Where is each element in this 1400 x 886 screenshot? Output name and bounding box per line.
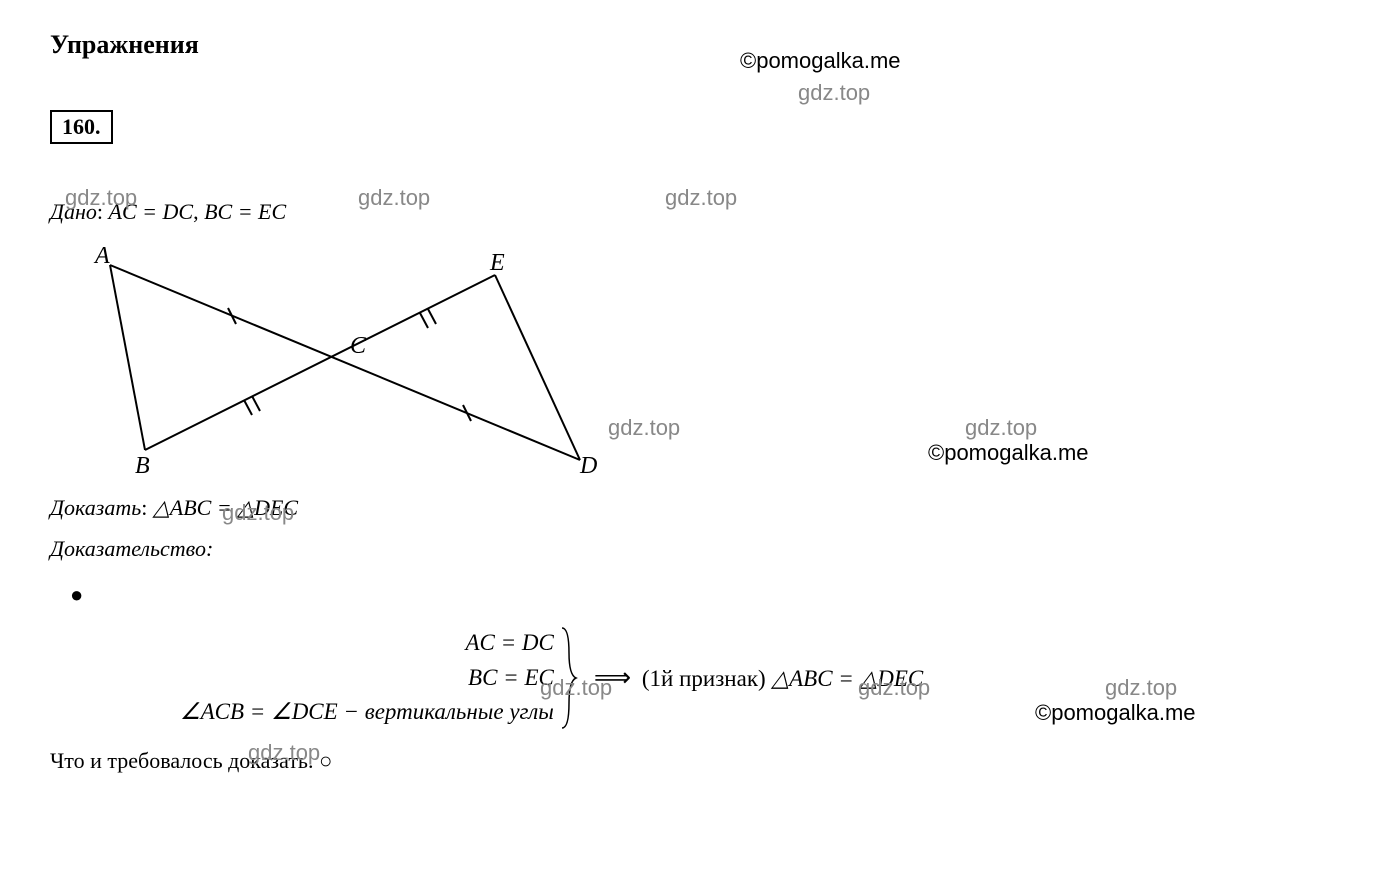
svg-text:E: E (489, 250, 505, 276)
svg-text:A: A (93, 243, 110, 269)
geometry-diagram: A B C D E (50, 235, 600, 485)
implies-icon: ⟹ (594, 663, 631, 692)
watermark-text: gdz.top (798, 80, 870, 106)
prove-statement: △ABC = △DEC (153, 495, 298, 520)
prove-block: Доказать: △ABC = △DEC (50, 495, 1350, 521)
watermark-text: gdz.top (608, 415, 680, 441)
proof-result: △ABC = △DEC (771, 666, 923, 691)
watermark-text: gdz.top (965, 415, 1037, 441)
right-brace-icon (559, 623, 579, 733)
proof-cond-2: BC = EC (468, 661, 554, 696)
proof-cond-1: AC = DC (465, 626, 553, 661)
given-condition-2: BC = EC (204, 199, 286, 224)
proof-derivation: AC = DC BC = EC ∠ACB = ∠DCE − вертикальн… (180, 623, 1350, 733)
svg-text:C: C (350, 333, 367, 359)
proof-cond-3: ∠ACB = ∠DCE − вертикальные углы (180, 695, 554, 730)
problem-number: 160. (50, 110, 113, 144)
problem-number-box: 160. (50, 110, 1350, 199)
given-condition-1: AC = DC (109, 199, 194, 224)
prove-label: Доказать (50, 495, 141, 520)
proof-conditions: AC = DC BC = EC ∠ACB = ∠DCE − вертикальн… (180, 626, 554, 730)
given-block: Дано: AC = DC, BC = EC (50, 199, 1350, 225)
proof-hint: (1й признак) (642, 666, 766, 691)
qed-statement: Что и требовалось доказать. ○ (50, 748, 1350, 774)
given-label: Дано (50, 199, 97, 224)
svg-text:D: D (579, 453, 597, 479)
section-title: Упражнения (50, 30, 1350, 60)
copyright-text: ©pomogalka.me (928, 440, 1089, 466)
svg-text:B: B (135, 453, 150, 479)
bullet-point: ● (70, 582, 1350, 608)
proof-label: Доказательство: (50, 536, 1350, 562)
proof-conclusion: ⟹ (1й признак) △ABC = △DEC (589, 663, 923, 693)
